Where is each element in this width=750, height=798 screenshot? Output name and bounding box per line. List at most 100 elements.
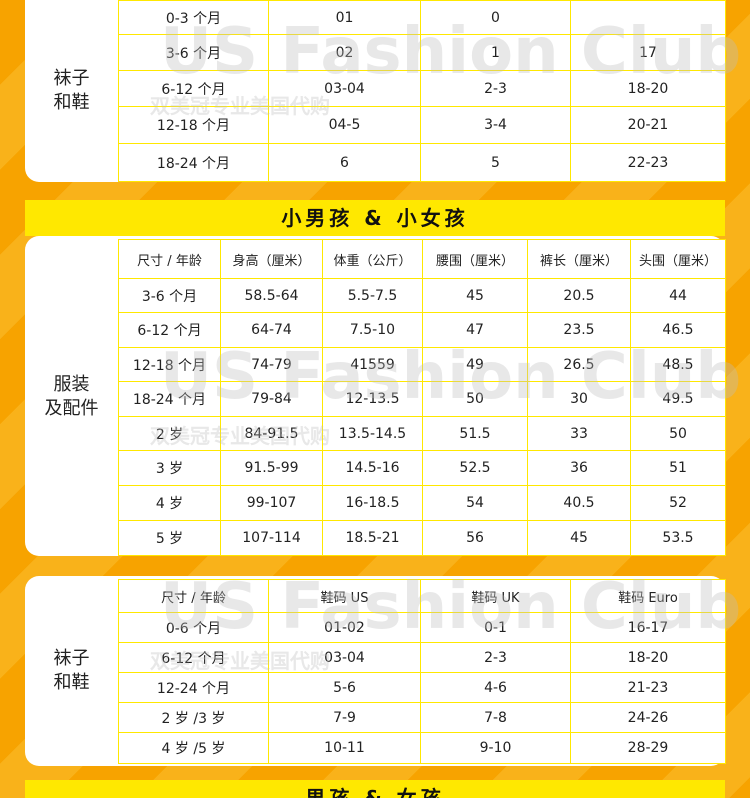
- table-cell: 18.5-21: [322, 520, 423, 556]
- table-cell: 5.5-7.5: [322, 278, 423, 313]
- table-cell: 54: [422, 485, 528, 521]
- header-cell: 体重（公斤）: [322, 239, 423, 279]
- table-cell: 51: [630, 450, 726, 486]
- table-cell: 7.5-10: [322, 312, 423, 348]
- table-cell: 48.5: [630, 347, 726, 382]
- table-cell: 2 岁: [118, 416, 221, 451]
- table-cell: 4 岁 /5 岁: [118, 732, 269, 764]
- table-cell: 04-5: [268, 106, 421, 144]
- table-cell: 26.5: [527, 347, 631, 382]
- header-cell: 鞋码 UK: [420, 579, 571, 613]
- header-cell: 裤长（厘米）: [527, 239, 631, 279]
- table-cell: 3-6 个月: [118, 278, 221, 313]
- table-cell: 12-18 个月: [118, 347, 221, 382]
- table-cell: 44: [630, 278, 726, 313]
- table-cell: 14.5-16: [322, 450, 423, 486]
- header-cell: 尺寸 / 年龄: [118, 239, 221, 279]
- table-cell: 74-79: [220, 347, 323, 382]
- table-cell: 6-12 个月: [118, 642, 269, 673]
- table-cell: 51.5: [422, 416, 528, 451]
- table-cell: 03-04: [268, 70, 421, 107]
- table-cell: 3-6 个月: [118, 34, 269, 71]
- table-cell: 6-12 个月: [118, 312, 221, 348]
- table-cell: 12-18 个月: [118, 106, 269, 144]
- table-cell: 46.5: [630, 312, 726, 348]
- table-cell: 6-12 个月: [118, 70, 269, 107]
- row-group-label: 服装 及配件: [25, 239, 118, 555]
- table-cell: 5-6: [268, 672, 421, 703]
- table-cell: 0-6 个月: [118, 612, 269, 643]
- table-cell: 01-02: [268, 612, 421, 643]
- label-line: 及配件: [44, 398, 99, 419]
- table-cell: 18-20: [570, 642, 726, 673]
- table-cell: 20-21: [570, 106, 726, 144]
- table-cell: 45: [527, 520, 631, 556]
- table-cell: 18-20: [570, 70, 726, 107]
- table-cell: 47: [422, 312, 528, 348]
- table-cell: 52: [630, 485, 726, 521]
- table-cell: 91.5-99: [220, 450, 323, 486]
- table-cell: 10-11: [268, 732, 421, 764]
- row-group-label: 袜子 和鞋: [25, 0, 118, 181]
- table-cell: [570, 0, 726, 35]
- table-cell: 40.5: [527, 485, 631, 521]
- table-cell: 53.5: [630, 520, 726, 556]
- table-cell: 16-17: [570, 612, 726, 643]
- table-cell: 12-13.5: [322, 381, 423, 417]
- table-cell: 7-9: [268, 702, 421, 733]
- table-cell: 12-24 个月: [118, 672, 269, 703]
- row-group-label: 袜子 和鞋: [25, 579, 118, 763]
- table-cell: 13.5-14.5: [322, 416, 423, 451]
- table-cell: 17: [570, 34, 726, 71]
- table-cell: 49: [422, 347, 528, 382]
- table-cell: 30: [527, 381, 631, 417]
- table-cell: 6: [268, 143, 421, 182]
- label-line: 服装: [53, 374, 90, 395]
- section-heading: 小男孩 & 小女孩: [25, 200, 725, 236]
- table-cell: 4 岁: [118, 485, 221, 521]
- table-cell: 01: [268, 0, 421, 35]
- table-cell: 52.5: [422, 450, 528, 486]
- label-line: 袜子: [53, 648, 90, 669]
- table-cell: 45: [422, 278, 528, 313]
- header-cell: 腰围（厘米）: [422, 239, 528, 279]
- table-cell: 0-3 个月: [118, 0, 269, 35]
- table-cell: 24-26: [570, 702, 726, 733]
- table-cell: 107-114: [220, 520, 323, 556]
- table-cell: 18-24 个月: [118, 381, 221, 417]
- table-cell: 49.5: [630, 381, 726, 417]
- table-cell: 0-1: [420, 612, 571, 643]
- label-line: 袜子: [53, 67, 90, 89]
- table-cell: 58.5-64: [220, 278, 323, 313]
- table-cell: 5: [420, 143, 571, 182]
- table-cell: 03-04: [268, 642, 421, 673]
- table-cell: 23.5: [527, 312, 631, 348]
- table-cell: 28-29: [570, 732, 726, 764]
- label-line: 和鞋: [53, 91, 90, 113]
- table-cell: 50: [630, 416, 726, 451]
- table-cell: 02: [268, 34, 421, 71]
- label-line: 和鞋: [53, 672, 90, 693]
- header-cell: 鞋码 Euro: [570, 579, 726, 613]
- table-cell: 1: [420, 34, 571, 71]
- table-cell: 56: [422, 520, 528, 556]
- header-cell: 鞋码 US: [268, 579, 421, 613]
- table-cell: 9-10: [420, 732, 571, 764]
- table-cell: 64-74: [220, 312, 323, 348]
- table-cell: 4-6: [420, 672, 571, 703]
- table-cell: 21-23: [570, 672, 726, 703]
- table-cell: 18-24 个月: [118, 143, 269, 182]
- header-cell: 尺寸 / 年龄: [118, 579, 269, 613]
- table-cell: 2-3: [420, 642, 571, 673]
- table-cell: 20.5: [527, 278, 631, 313]
- section-heading: 男孩 & 女孩: [25, 780, 725, 798]
- table-cell: 3-4: [420, 106, 571, 144]
- header-cell: 身高（厘米）: [220, 239, 323, 279]
- table-cell: 84-91.5: [220, 416, 323, 451]
- table-cell: 22-23: [570, 143, 726, 182]
- table-cell: 5 岁: [118, 520, 221, 556]
- header-cell: 头围（厘米）: [630, 239, 726, 279]
- table-cell: 7-8: [420, 702, 571, 733]
- table-cell: 0: [420, 0, 571, 35]
